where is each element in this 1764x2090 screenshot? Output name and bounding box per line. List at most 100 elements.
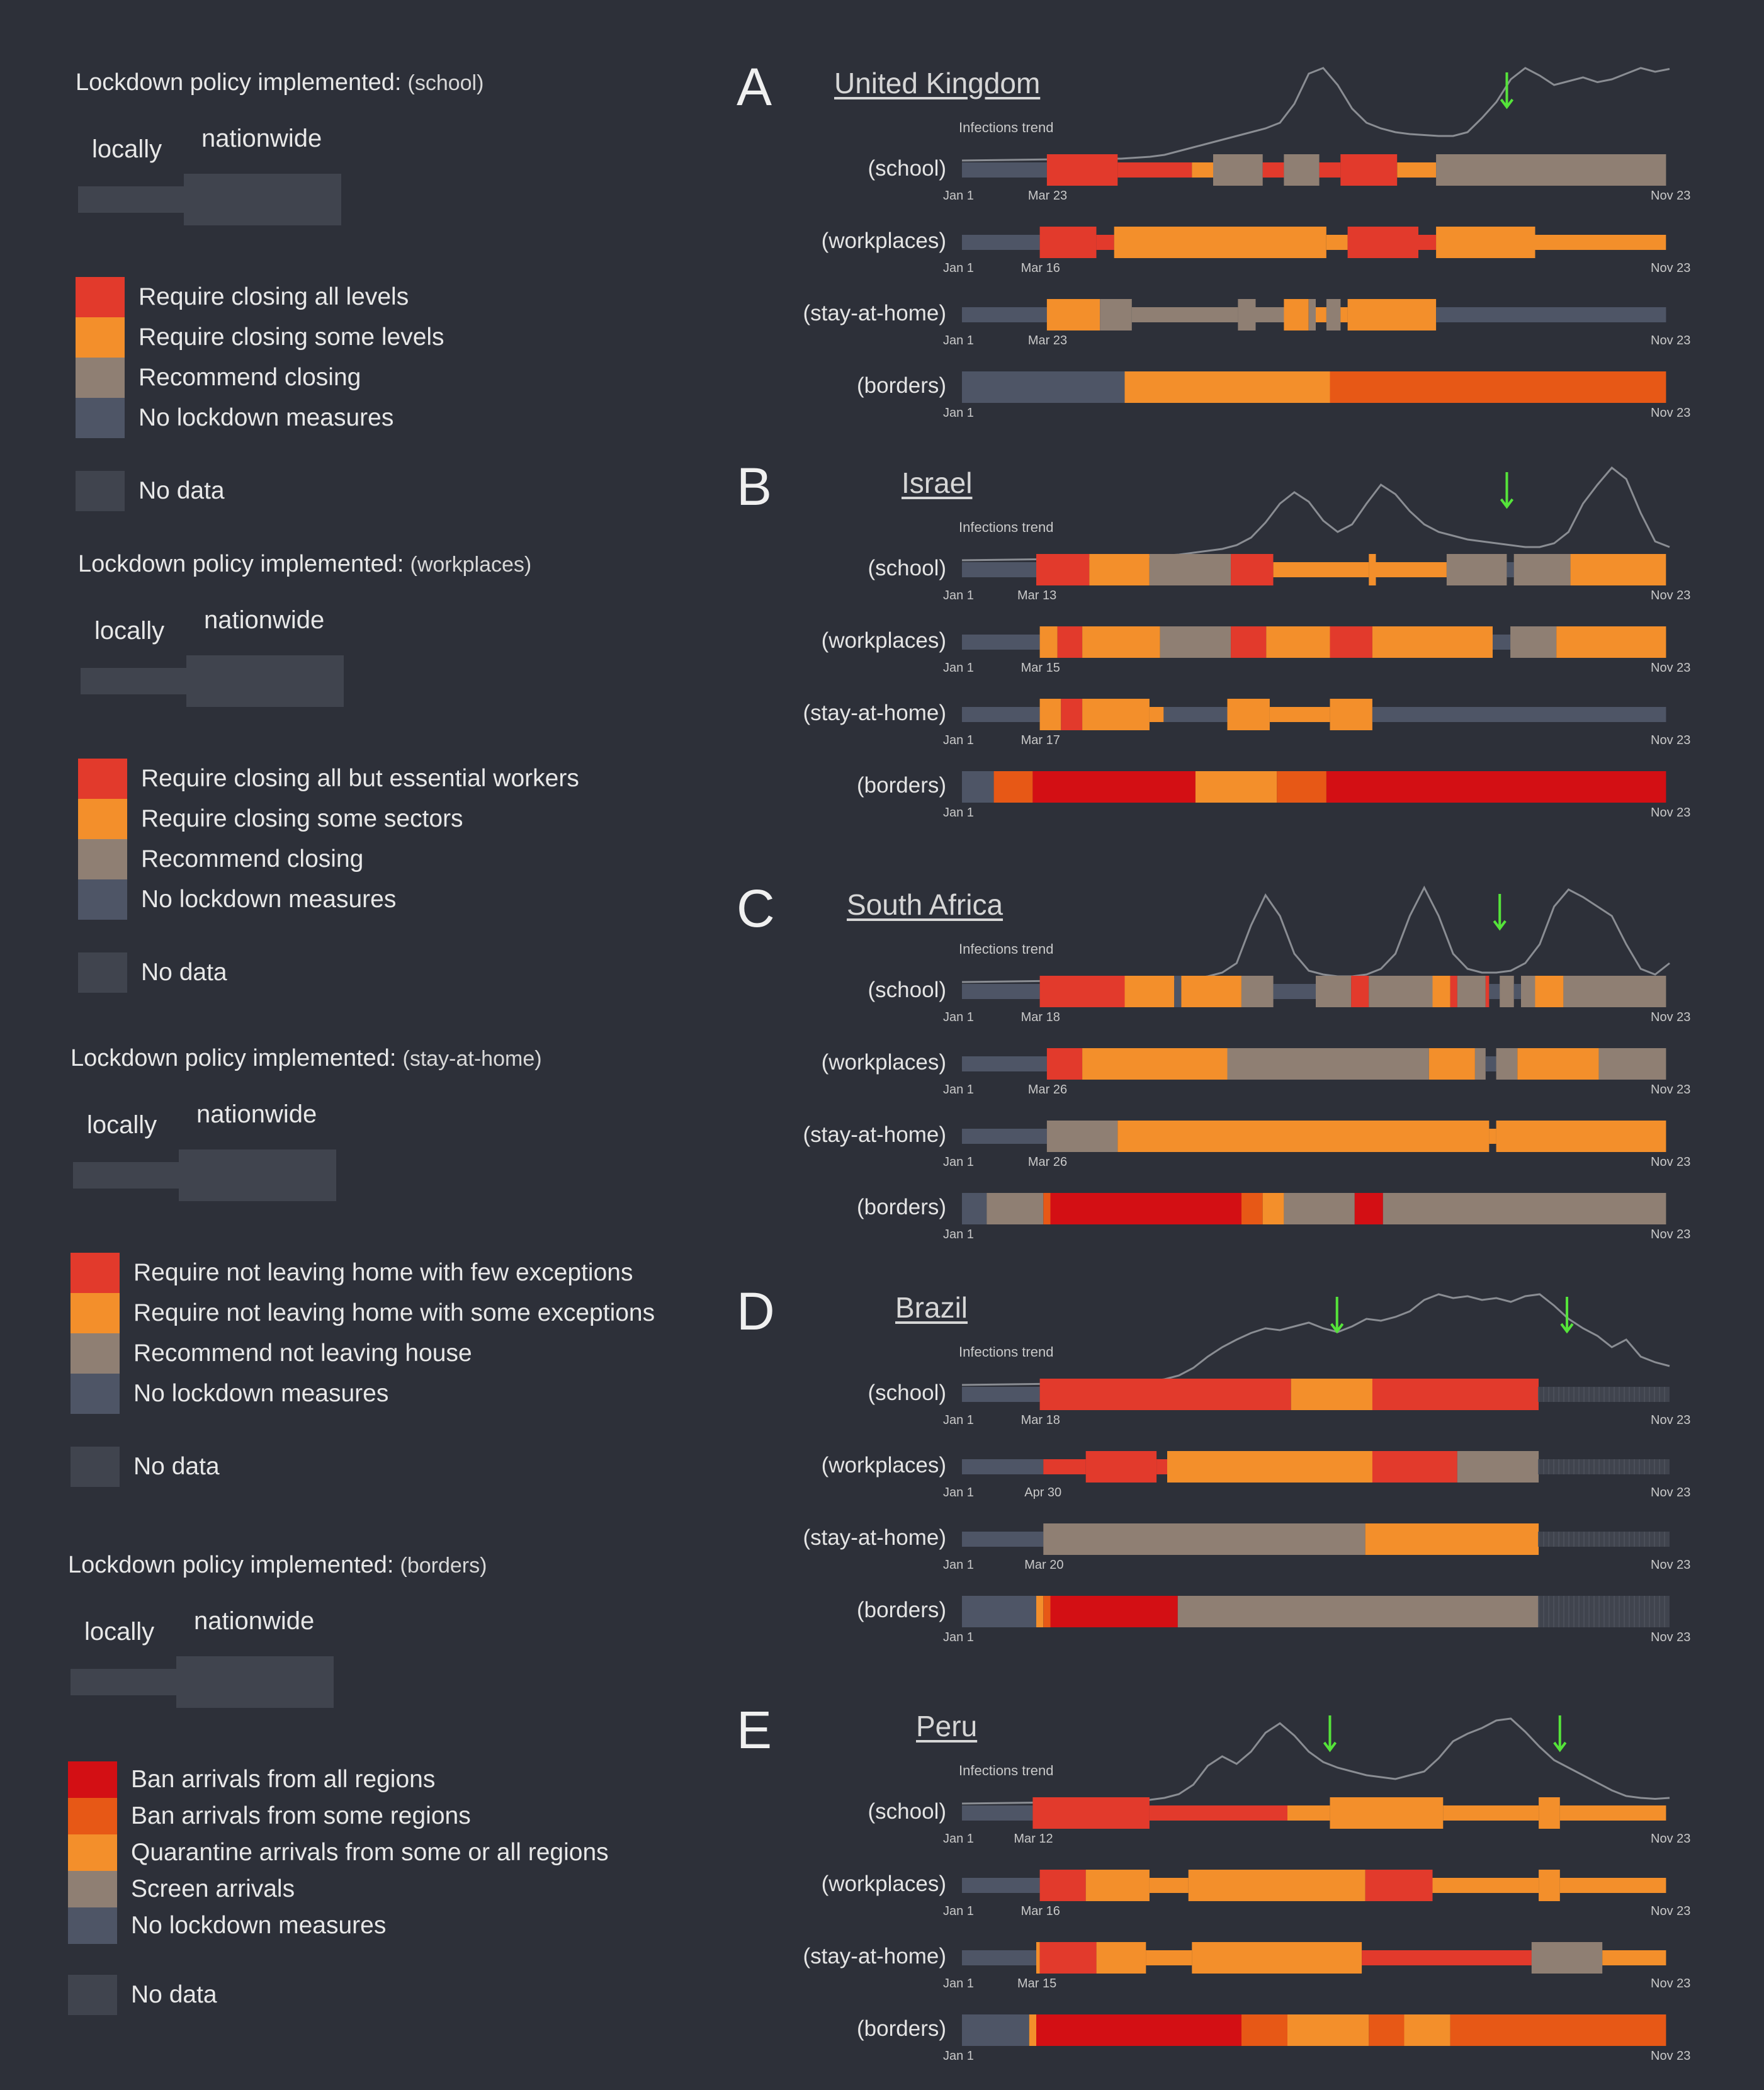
policy-segment <box>1149 1805 1288 1821</box>
legend-swatch <box>68 1798 117 1834</box>
country-title: South Africa <box>847 888 1004 921</box>
legend-item-label: No lockdown measures <box>139 404 394 431</box>
policy-segment <box>962 235 1040 250</box>
policy-row-label: (borders) <box>857 1598 946 1622</box>
legend-no-data: No data <box>71 1447 220 1487</box>
policy-segment <box>1340 154 1398 186</box>
legend-item: Quarantine arrivals from some or all reg… <box>68 1833 609 1873</box>
policy-segment <box>1418 235 1437 250</box>
tick-end: Nov 23 <box>1651 1083 1691 1097</box>
legend-item-label: Ban arrivals from some regions <box>131 1802 471 1829</box>
policy-segment <box>1061 699 1083 730</box>
panel-letter: D <box>737 1282 775 1341</box>
policy-segment <box>1347 227 1418 258</box>
tick-start: Jan 1 <box>943 334 974 347</box>
green-arrow-marker <box>1500 72 1514 110</box>
infections-trend-line <box>961 466 1670 562</box>
legend-item: No lockdown measures <box>76 398 393 438</box>
legend-item-label: Recommend closing <box>141 845 364 873</box>
policy-segment <box>1039 699 1061 730</box>
policy-segment <box>1326 771 1666 803</box>
policy-segment <box>1446 554 1507 585</box>
infections-trend-label: Infections trend <box>959 519 1054 535</box>
policy-timeline-bar <box>962 299 1666 330</box>
policy-row-label: (stay-at-home) <box>803 701 946 725</box>
policy-timeline-bar <box>962 1523 1670 1555</box>
policy-segment <box>1436 227 1535 258</box>
policy-segment <box>962 371 1125 403</box>
tick-end: Nov 23 <box>1651 261 1691 275</box>
panel-letter: B <box>737 457 772 516</box>
tick-lockdown-start: Mar 26 <box>1027 1155 1068 1169</box>
legend-title-text: Lockdown policy implemented: <box>76 69 402 96</box>
legend-item-label: No lockdown measures <box>141 886 397 913</box>
tick-start: Jan 1 <box>943 661 974 675</box>
policy-segment <box>1043 1459 1086 1474</box>
policy-row-label: (school) <box>868 556 946 580</box>
tick-lockdown-start: Mar 18 <box>1021 1413 1060 1427</box>
panel-letter: E <box>737 1700 772 1760</box>
legend-item-label: Ban arrivals from all regions <box>131 1766 436 1793</box>
policy-segment <box>1330 699 1372 730</box>
green-arrow-marker <box>1560 1297 1574 1334</box>
policy-segment <box>1369 2014 1405 2046</box>
policy-row-label: (stay-at-home) <box>803 1122 946 1147</box>
legend-item: Require closing some sectors <box>78 799 463 839</box>
legend-title: Lockdown policy implemented: (workplaces) <box>78 551 531 578</box>
legend-swatch <box>68 1975 117 2015</box>
policy-segment <box>962 1056 1047 1071</box>
infections-trend-chart <box>961 1293 1670 1386</box>
policy-segment <box>1507 562 1514 577</box>
policy-row-label: (workplaces) <box>821 1453 946 1477</box>
tick-start: Jan 1 <box>943 1832 974 1846</box>
policy-timeline-bar <box>962 699 1666 730</box>
legend-title: Lockdown policy implemented: (borders) <box>68 1552 487 1579</box>
policy-timeline-bar <box>962 1870 1666 1901</box>
policy-segment <box>1539 1797 1560 1829</box>
country-title: Peru <box>916 1710 978 1743</box>
legend-swatch <box>68 1871 117 1907</box>
policy-segment <box>962 1805 1033 1821</box>
policy-segment <box>1432 1878 1539 1893</box>
policy-segment <box>1340 307 1348 322</box>
policy-row-label: (school) <box>868 978 946 1002</box>
policy-segment <box>1032 771 1196 803</box>
tick-end: Nov 23 <box>1651 334 1691 347</box>
legend-item: Recommend closing <box>78 839 363 879</box>
policy-segment <box>1085 1870 1150 1901</box>
policy-segment <box>1531 1942 1603 1974</box>
legend-item: Require closing some levels <box>76 317 444 358</box>
policy-segment <box>1496 1048 1518 1080</box>
policy-timeline-bar <box>962 1451 1670 1483</box>
policy-segment <box>1319 162 1341 178</box>
legend-swatch <box>76 317 125 358</box>
policy-segment <box>1192 1942 1362 1974</box>
policy-segment <box>1231 626 1267 658</box>
legend-policy-name: (borders) <box>400 1554 487 1578</box>
policy-segment <box>1535 976 1564 1007</box>
policy-segment <box>1489 984 1500 999</box>
policy-segment <box>1291 1379 1372 1410</box>
policy-segment <box>1500 976 1514 1007</box>
legend-nationwide-label: nationwide <box>204 606 325 634</box>
policy-timeline-bar <box>962 771 1666 803</box>
policy-segment <box>1043 1523 1365 1555</box>
policy-segment <box>1039 626 1058 658</box>
policy-segment <box>1149 707 1164 722</box>
tick-lockdown-start: Apr 30 <box>1024 1486 1062 1500</box>
tick-end: Nov 23 <box>1651 661 1691 675</box>
tick-end: Nov 23 <box>1651 1228 1691 1241</box>
legend-policy-name: (stay-at-home) <box>402 1047 542 1071</box>
tick-lockdown-start: Mar 18 <box>1021 1010 1060 1024</box>
infections-trend-line <box>961 1717 1670 1805</box>
policy-segment <box>993 771 1033 803</box>
tick-end: Nov 23 <box>1651 589 1691 602</box>
policy-segment <box>1284 1193 1355 1224</box>
policy-segment <box>1513 554 1571 585</box>
tick-start: Jan 1 <box>943 1413 974 1427</box>
policy-segment <box>1436 154 1666 186</box>
infections-trend-label: Infections trend <box>959 941 1054 957</box>
policy-timeline-bar <box>962 554 1666 585</box>
policy-segment <box>1082 1048 1228 1080</box>
policy-segment <box>1428 1048 1475 1080</box>
